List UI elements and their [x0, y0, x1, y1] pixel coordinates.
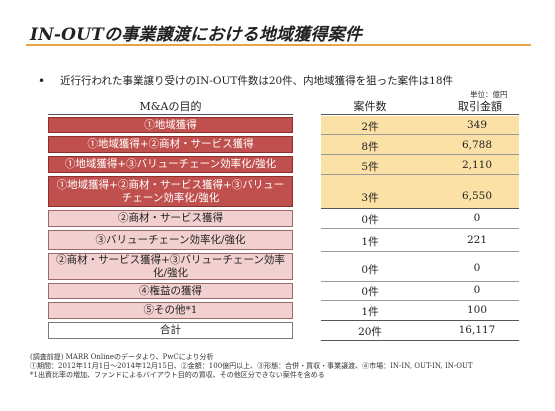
row-separator [321, 281, 519, 282]
count-value: 0件 [361, 214, 379, 226]
purpose-cell: ②商材・サービス獲得+③バリューチェーン効率化/強化 [48, 253, 293, 280]
header-rule-values [321, 114, 519, 115]
purpose-cell: ④権益の獲得 [48, 283, 293, 299]
amount-value: 0 [473, 212, 481, 224]
purpose-cell: ①地域獲得+②商材・サービス獲得+③バリューチェーン効率化/強化 [48, 176, 293, 207]
row-separator [321, 208, 519, 209]
footnote-conditions: ①期間：2012年11月1日～2014年12月15日、②金額：100億円以上、③… [30, 362, 473, 370]
header-count: 案件数 [353, 100, 387, 113]
purpose-cell: ①地域獲得+③バリューチェーン効率化/強化 [48, 156, 293, 173]
amount-value: 100 [466, 304, 488, 316]
footnote-premise: (調査前提) MARR Onlineのデータより、PwCにより分析 [30, 353, 214, 361]
header-amount: 取引金額 [458, 100, 502, 113]
row-separator [321, 251, 519, 252]
purpose-cell: ⑤その他*1 [48, 302, 293, 319]
row-separator [321, 228, 519, 229]
purpose-cell: ①地域獲得 [48, 117, 293, 133]
row-separator [321, 300, 519, 301]
row-separator [321, 134, 519, 135]
highlight-box [321, 116, 519, 208]
row-separator [321, 340, 519, 341]
row-separator [321, 154, 519, 155]
amount-value: 2,110 [461, 159, 493, 171]
row-separator [321, 320, 519, 321]
bullet-marker: • [38, 74, 46, 88]
header-purpose: M&Aの目的 [139, 100, 202, 113]
footnote-other: *1出資比率の増加、ファンドによるバイアウト目的の買収、その他区分できない案件を… [30, 371, 325, 379]
amount-value: 0 [473, 262, 481, 274]
count-value: 2件 [361, 121, 379, 133]
page-title: IN-OUTの事業譲渡における地域獲得案件 [30, 25, 363, 45]
count-value: 0件 [361, 286, 379, 298]
amount-value: 6,550 [461, 190, 493, 202]
total-label: 合計 [48, 322, 293, 339]
amount-value: 6,788 [461, 139, 493, 151]
row-separator [321, 174, 519, 175]
count-value: 8件 [361, 141, 379, 153]
count-value: 5件 [361, 161, 379, 173]
count-value: 0件 [361, 264, 379, 276]
summary-bullet: 近行行われた事業譲り受けのIN-OUT件数は20件、内地域獲得を狙った案件は18… [60, 75, 454, 87]
purpose-cell: ②商材・サービス獲得 [48, 210, 293, 227]
count-value: 3件 [361, 192, 379, 204]
total-count: 20件 [358, 326, 382, 338]
header-rule-purpose [48, 114, 293, 115]
amount-value: 349 [466, 119, 488, 131]
amount-value: 0 [473, 284, 481, 296]
title-underline [26, 44, 531, 46]
amount-value: 221 [466, 234, 488, 246]
count-value: 1件 [361, 236, 379, 248]
purpose-cell: ③バリューチェーン効率化/強化 [48, 230, 293, 250]
count-value: 1件 [361, 306, 379, 318]
total-amount: 16,117 [458, 324, 496, 336]
unit-label: 単位：億円 [470, 90, 508, 99]
purpose-cell: ①地域獲得+②商材・サービス獲得 [48, 136, 293, 153]
